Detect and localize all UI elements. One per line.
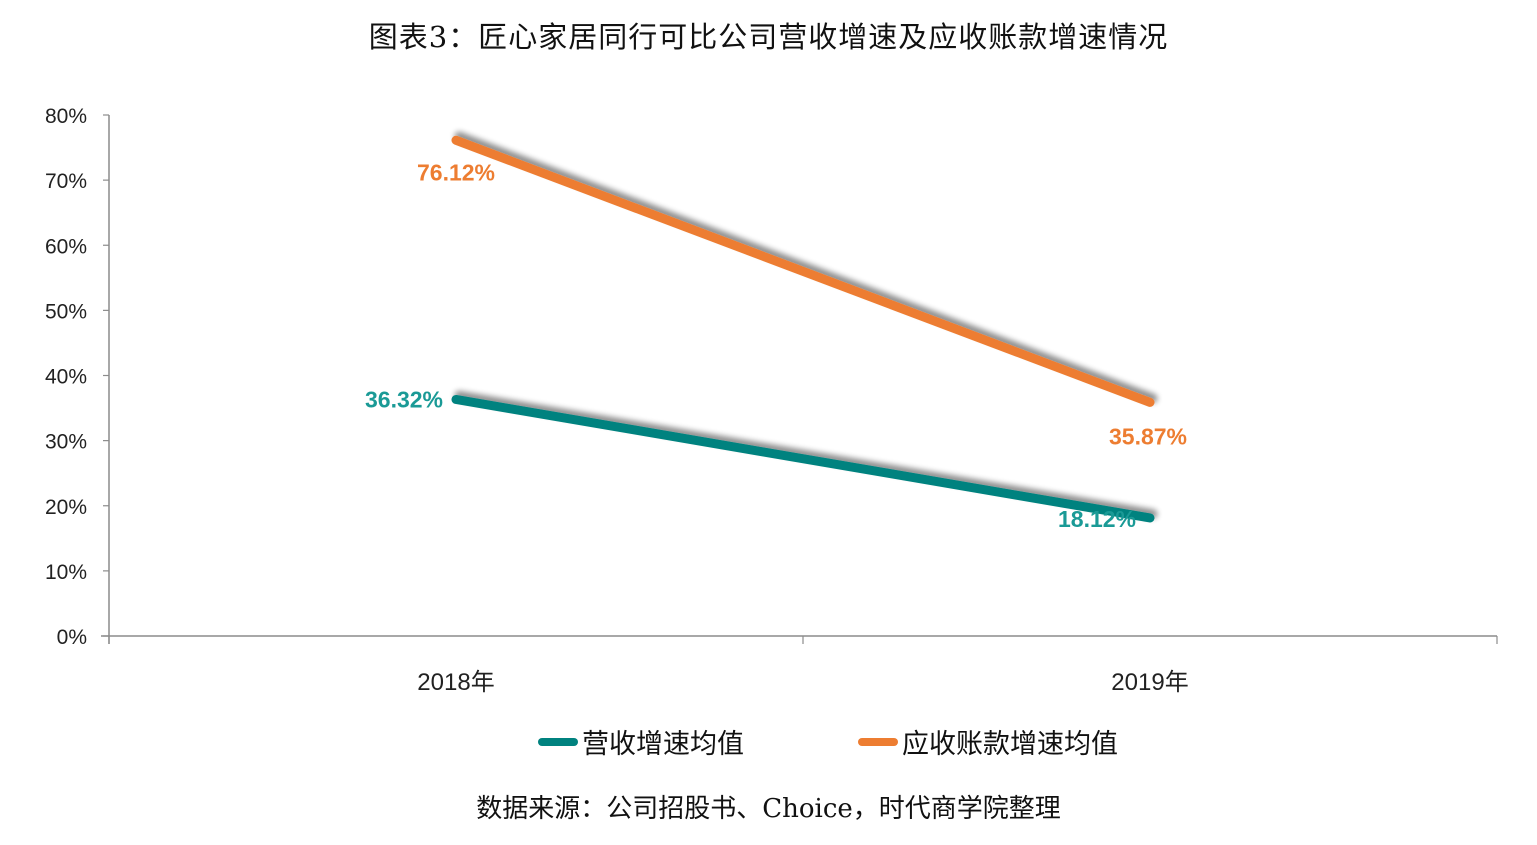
legend-swatch-receivables <box>858 737 898 746</box>
legend-item-receivables: 应收账款增速均值 <box>858 722 1118 761</box>
y-tick-label: 40% <box>45 366 87 389</box>
data-label: 35.87% <box>1109 423 1187 449</box>
data-label: 76.12% <box>417 159 495 185</box>
y-tick-label: 10% <box>45 561 87 584</box>
axes <box>101 115 1498 644</box>
data-label: 36.32% <box>365 386 443 412</box>
series-line-0 <box>451 394 1155 523</box>
chart-title: 图表3：匠心家居同行可比公司营收增速及应收账款增速情况 <box>368 20 1169 54</box>
y-tick-label: 0% <box>57 626 87 649</box>
series-lines <box>451 135 1155 523</box>
y-axis-ticks: 0% 10% 20% 30% 40% 50% 60% 70% 80% <box>45 105 109 649</box>
x-axis-ticks: 2018年 2019年 <box>417 669 1188 696</box>
x-tick-label: 2019年 <box>1111 669 1188 696</box>
y-tick-label: 50% <box>45 300 87 323</box>
legend-label-revenue: 营收增速均值 <box>582 729 744 760</box>
source-note: 数据来源：公司招股书、Choice，时代商学院整理 <box>476 794 1061 824</box>
data-label: 18.12% <box>1058 506 1136 532</box>
legend: 营收增速均值 应收账款增速均值 <box>0 722 1537 766</box>
legend-label-receivables: 应收账款增速均值 <box>902 729 1118 760</box>
y-tick-label: 30% <box>45 431 87 454</box>
legend-item-revenue: 营收增速均值 <box>538 722 744 761</box>
y-tick-label: 80% <box>45 105 87 128</box>
legend-swatch-revenue <box>538 737 578 746</box>
series-line-1 <box>451 135 1155 407</box>
x-tick-label: 2018年 <box>417 669 494 696</box>
data-labels: 36.32% 18.12% 76.12% 35.87% <box>365 159 1187 532</box>
y-tick-label: 70% <box>45 170 87 193</box>
y-tick-label: 60% <box>45 235 87 258</box>
y-tick-label: 20% <box>45 496 87 519</box>
